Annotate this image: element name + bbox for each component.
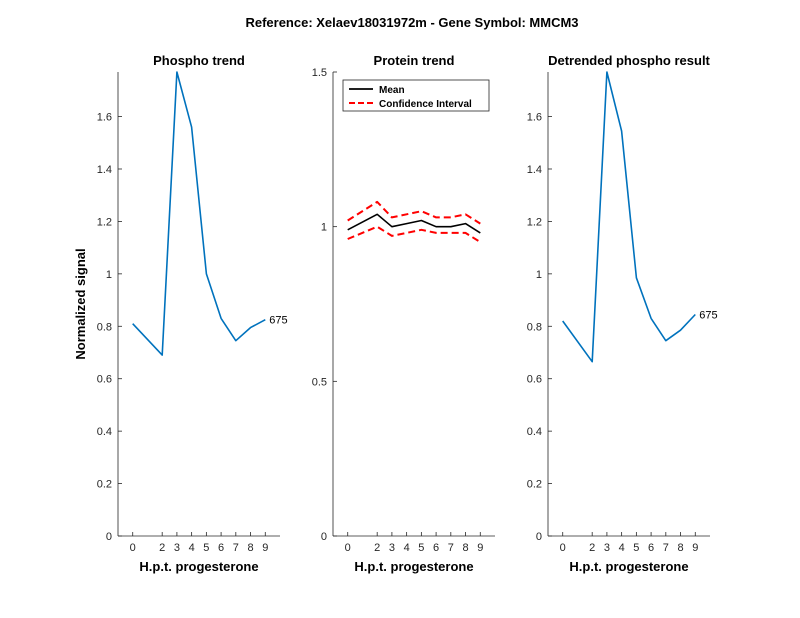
panel-3: 0 2 3 4 5 6 7 8 9 0 0.2 0.4 0.6 0.8 1 1.2 1.4 1.6 Detrende… [527, 53, 718, 574]
panel-title: Detrended phospho result [548, 53, 710, 68]
legend-label: Mean [379, 85, 405, 96]
y-tick-label: 0.8 [97, 321, 112, 333]
legend: Mean Confidence Interval [342, 79, 490, 112]
series-line-confidence-interval [347, 200, 481, 225]
y-tick-label: 1.4 [97, 164, 112, 176]
x-tick-label: 2 [374, 542, 380, 554]
legend-box [342, 79, 490, 112]
x-tick-label: 4 [619, 542, 625, 554]
point-annotation: 675 [269, 315, 287, 327]
panel-title: Protein trend [374, 53, 455, 68]
x-tick-label: 4 [404, 542, 410, 554]
x-tick-label: 8 [462, 542, 468, 554]
x-tick-label: 9 [262, 542, 268, 554]
y-tick-label: 0.5 [312, 376, 327, 388]
y-tick-label: 1.4 [527, 164, 542, 176]
y-tick-label: 0.6 [97, 374, 112, 386]
x-tick-label: 7 [233, 542, 239, 554]
y-tick-label: 0 [321, 531, 327, 543]
y-tick-label: 0.4 [97, 426, 112, 438]
x-tick-label: 0 [345, 542, 351, 554]
y-tick-label: 0.2 [527, 479, 542, 491]
x-tick-label: 5 [203, 542, 209, 554]
x-tick-label: 0 [130, 542, 136, 554]
legend-label: Confidence Interval [379, 99, 472, 110]
x-tick-label: 3 [174, 542, 180, 554]
x-tick-label: 6 [433, 542, 439, 554]
x-axis-label: H.p.t. progesterone [354, 559, 473, 574]
series-line-confidence-interval [347, 225, 481, 243]
x-axis-label: H.p.t. progesterone [139, 559, 258, 574]
panel-title: Phospho trend [153, 53, 245, 68]
y-axis-label: Normalized signal [73, 248, 88, 359]
series-line-mean [347, 213, 481, 234]
x-tick-label: 7 [663, 542, 669, 554]
panel-1: 0 2 3 4 5 6 7 8 9 0 0.2 0.4 0.6 0.8 1 1.2 1.4 1.6 Phospho … [73, 53, 288, 574]
x-tick-label: 6 [218, 542, 224, 554]
y-tick-label: 0 [536, 531, 542, 543]
y-tick-label: 1.2 [527, 216, 542, 228]
x-tick-label: 9 [477, 542, 483, 554]
panel-2: 0 2 3 4 5 6 7 8 9 0 0.5 1 1.5 Protein trend H.p.t. pro… [312, 53, 495, 574]
x-tick-label: 5 [633, 542, 639, 554]
y-tick-label: 0 [106, 531, 112, 543]
y-tick-label: 0.4 [527, 426, 542, 438]
x-tick-label: 6 [648, 542, 654, 554]
y-tick-label: 0.6 [527, 374, 542, 386]
point-annotation: 675 [699, 309, 717, 321]
x-tick-label: 3 [389, 542, 395, 554]
figure-title: Reference: Xelaev18031972m - Gene Symbol… [245, 15, 578, 30]
series-line [132, 71, 266, 356]
x-tick-label: 2 [159, 542, 165, 554]
y-tick-label: 1.2 [97, 216, 112, 228]
x-tick-label: 3 [604, 542, 610, 554]
x-tick-label: 7 [448, 542, 454, 554]
y-tick-label: 1.5 [312, 67, 327, 79]
y-tick-label: 1.6 [97, 112, 112, 124]
y-tick-label: 1 [321, 222, 327, 234]
y-tick-label: 0.2 [97, 479, 112, 491]
y-tick-label: 1.6 [527, 112, 542, 124]
x-tick-label: 2 [589, 542, 595, 554]
series-line [562, 71, 696, 363]
x-tick-label: 4 [189, 542, 195, 554]
x-tick-label: 8 [247, 542, 253, 554]
x-axis-label: H.p.t. progesterone [569, 559, 688, 574]
x-tick-label: 9 [692, 542, 698, 554]
y-tick-label: 1 [536, 269, 542, 281]
x-tick-label: 8 [677, 542, 683, 554]
y-tick-label: 1 [106, 269, 112, 281]
x-tick-label: 5 [418, 542, 424, 554]
y-tick-label: 0.8 [527, 321, 542, 333]
chart-panels: 0 2 3 4 5 6 7 8 900.20.40.60.811.21.41.6Phospho … [73, 53, 718, 574]
x-tick-label: 0 [560, 542, 566, 554]
